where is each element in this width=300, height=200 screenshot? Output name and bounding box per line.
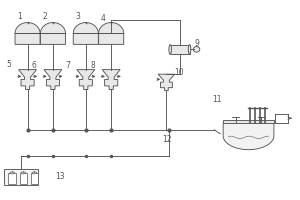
Bar	[20, 173, 27, 184]
Text: 13: 13	[56, 172, 65, 181]
Bar	[4, 169, 38, 185]
Text: 1: 1	[17, 12, 22, 21]
Polygon shape	[102, 70, 120, 89]
Polygon shape	[223, 123, 274, 150]
Text: 5: 5	[7, 60, 11, 69]
Text: 10: 10	[175, 68, 184, 77]
Bar	[223, 120, 274, 123]
Ellipse shape	[193, 47, 200, 52]
Text: 3: 3	[75, 12, 80, 21]
Ellipse shape	[188, 45, 191, 54]
Polygon shape	[44, 70, 62, 89]
Polygon shape	[40, 23, 65, 44]
Ellipse shape	[10, 172, 14, 174]
Bar	[31, 173, 38, 184]
Polygon shape	[19, 70, 37, 89]
Polygon shape	[15, 23, 40, 44]
Polygon shape	[158, 74, 175, 91]
Text: 7: 7	[65, 61, 70, 70]
Text: 6: 6	[32, 61, 37, 70]
Ellipse shape	[21, 172, 26, 174]
Ellipse shape	[169, 45, 171, 54]
Bar	[8, 173, 16, 184]
Text: 12: 12	[163, 135, 172, 144]
Text: 2: 2	[43, 12, 47, 21]
Polygon shape	[99, 23, 124, 44]
Polygon shape	[77, 70, 95, 89]
Bar	[170, 45, 190, 54]
Ellipse shape	[32, 172, 37, 174]
Text: 9: 9	[195, 39, 200, 48]
Text: 11: 11	[212, 95, 221, 104]
Text: 8: 8	[90, 61, 95, 70]
Text: 4: 4	[101, 14, 106, 23]
Polygon shape	[73, 23, 98, 44]
